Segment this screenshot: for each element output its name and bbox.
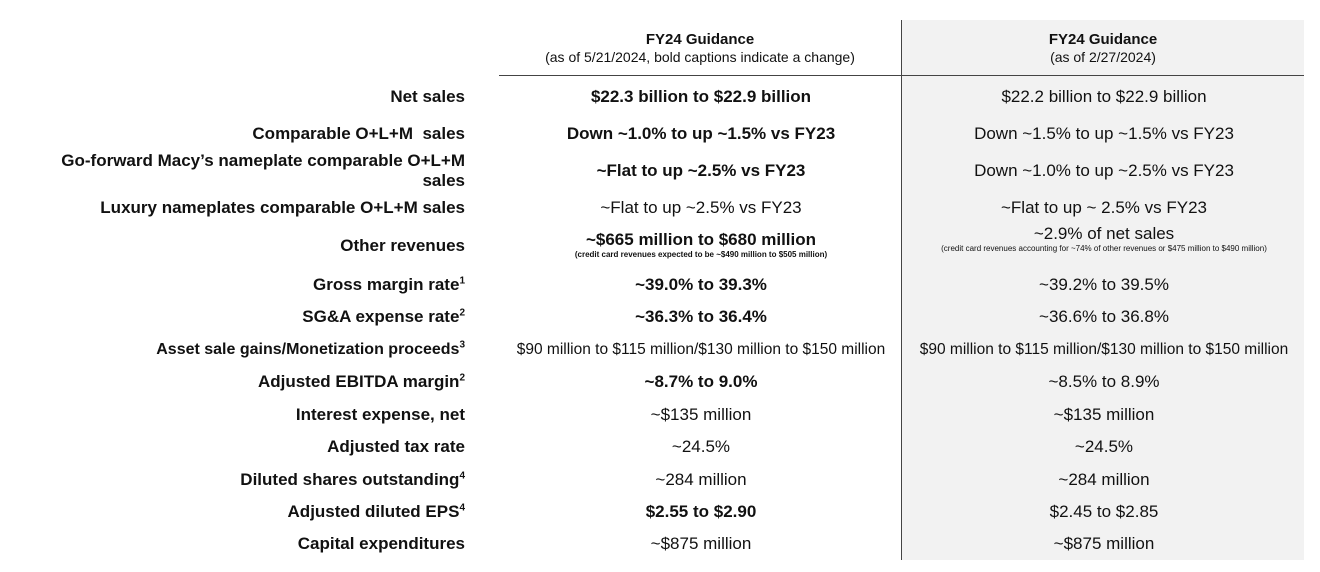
current-adjusted-ebitda-margin: ~8.7% to 9.0% [644, 372, 758, 391]
footnote-marker: 4 [459, 502, 465, 514]
current-net-sales: $22.3 billion to $22.9 billion [590, 87, 812, 106]
current-adjusted-tax-rate: ~24.5% [671, 437, 731, 456]
prior-interest-expense: ~$135 million [1053, 405, 1155, 424]
row-label-comparable-sales: Comparable O+L+M sales [252, 124, 465, 143]
current-interest-expense: ~$135 million [650, 405, 752, 424]
header-prior-title: FY24 Guidance [1048, 31, 1158, 48]
header-current-title: FY24 Guidance [645, 31, 755, 48]
row-label-gross-margin-rate: Gross margin rate1 [312, 275, 465, 294]
row-label-sga-expense-rate: SG&A expense rate2 [302, 307, 465, 326]
prior-net-sales: $22.2 billion to $22.9 billion [1001, 87, 1207, 106]
prior-other-revenues-value: ~2.9% of net sales [1033, 224, 1175, 243]
footnote-marker: 2 [459, 372, 465, 384]
current-capital-expenditures: ~$875 million [650, 534, 752, 553]
current-sga-expense-rate: ~36.3% to 36.4% [635, 307, 767, 326]
row-label-luxury-nameplates: Luxury nameplates comparable O+L+M sales [100, 198, 465, 217]
footnote-marker: 3 [459, 339, 465, 351]
prior-comparable-sales: Down ~1.5% to up ~1.5% vs FY23 [974, 124, 1234, 143]
column-divider [901, 20, 902, 560]
header-current-subtitle: (as of 5/21/2024, bold captions indicate… [545, 49, 855, 65]
row-label-net-sales: Net sales [390, 87, 465, 106]
footnote-marker: 1 [459, 275, 465, 287]
header-divider-current [499, 75, 901, 76]
row-label-adjusted-diluted-eps: Adjusted diluted EPS4 [287, 502, 465, 521]
prior-luxury-nameplates: ~Flat to up ~ 2.5% vs FY23 [1000, 198, 1207, 217]
current-comparable-sales: Down ~1.0% to up ~1.5% vs FY23 [566, 124, 836, 143]
row-label-adjusted-ebitda-margin: Adjusted EBITDA margin2 [257, 372, 465, 391]
footnote-marker: 2 [459, 307, 465, 319]
current-other-revenues: ~$665 million to $680 million (credit ca… [503, 230, 899, 260]
current-adjusted-diluted-eps: $2.55 to $2.90 [645, 502, 757, 521]
prior-go-forward-macys: Down ~1.0% to up ~2.5% vs FY23 [974, 161, 1234, 180]
current-asset-sale-gains: $90 million to $115 million/$130 million… [516, 341, 886, 358]
current-other-revenues-note: (credit card revenues expected to be ~$4… [574, 250, 828, 259]
row-label-other-revenues: Other revenues [340, 236, 465, 255]
prior-capital-expenditures: ~$875 million [1053, 534, 1155, 553]
current-go-forward-macys: ~Flat to up ~2.5% vs FY23 [596, 161, 806, 180]
footnote-marker: 4 [459, 470, 465, 482]
prior-diluted-shares: ~284 million [1058, 470, 1150, 489]
prior-other-revenues-note: (credit card revenues accounting for ~74… [941, 244, 1267, 253]
prior-adjusted-tax-rate: ~24.5% [1074, 437, 1134, 456]
prior-asset-sale-gains: $90 million to $115 million/$130 million… [919, 341, 1289, 358]
header-prior-guidance: FY24 Guidance (as of 2/27/2024) [902, 20, 1304, 75]
row-label-interest-expense: Interest expense, net [295, 405, 465, 424]
prior-adjusted-ebitda-margin: ~8.5% to 8.9% [1048, 372, 1160, 391]
current-gross-margin-rate: ~39.0% to 39.3% [635, 275, 767, 294]
header-prior-subtitle: (as of 2/27/2024) [1050, 49, 1156, 65]
row-label-capital-expenditures: Capital expenditures [297, 534, 465, 553]
prior-adjusted-diluted-eps: $2.45 to $2.85 [1049, 502, 1159, 521]
prior-column-shading [902, 76, 1304, 560]
current-luxury-nameplates: ~Flat to up ~2.5% vs FY23 [600, 198, 802, 217]
prior-other-revenues: ~2.9% of net sales (credit card revenues… [906, 224, 1302, 254]
row-label-adjusted-tax-rate: Adjusted tax rate [327, 437, 465, 456]
row-label-asset-sale-gains: Asset sale gains/Monetization proceeds3 [156, 339, 465, 358]
prior-gross-margin-rate: ~39.2% to 39.5% [1039, 275, 1169, 294]
row-label-go-forward-macys: Go-forward Macy’s nameplate comparable O… [61, 151, 465, 190]
header-current-guidance: FY24 Guidance (as of 5/21/2024, bold cap… [499, 20, 901, 75]
row-label-diluted-shares: Diluted shares outstanding4 [240, 470, 465, 489]
header-divider-prior [902, 75, 1304, 76]
prior-sga-expense-rate: ~36.6% to 36.8% [1039, 307, 1169, 326]
current-diluted-shares: ~284 million [655, 470, 747, 489]
current-other-revenues-value: ~$665 million to $680 million [585, 230, 817, 249]
